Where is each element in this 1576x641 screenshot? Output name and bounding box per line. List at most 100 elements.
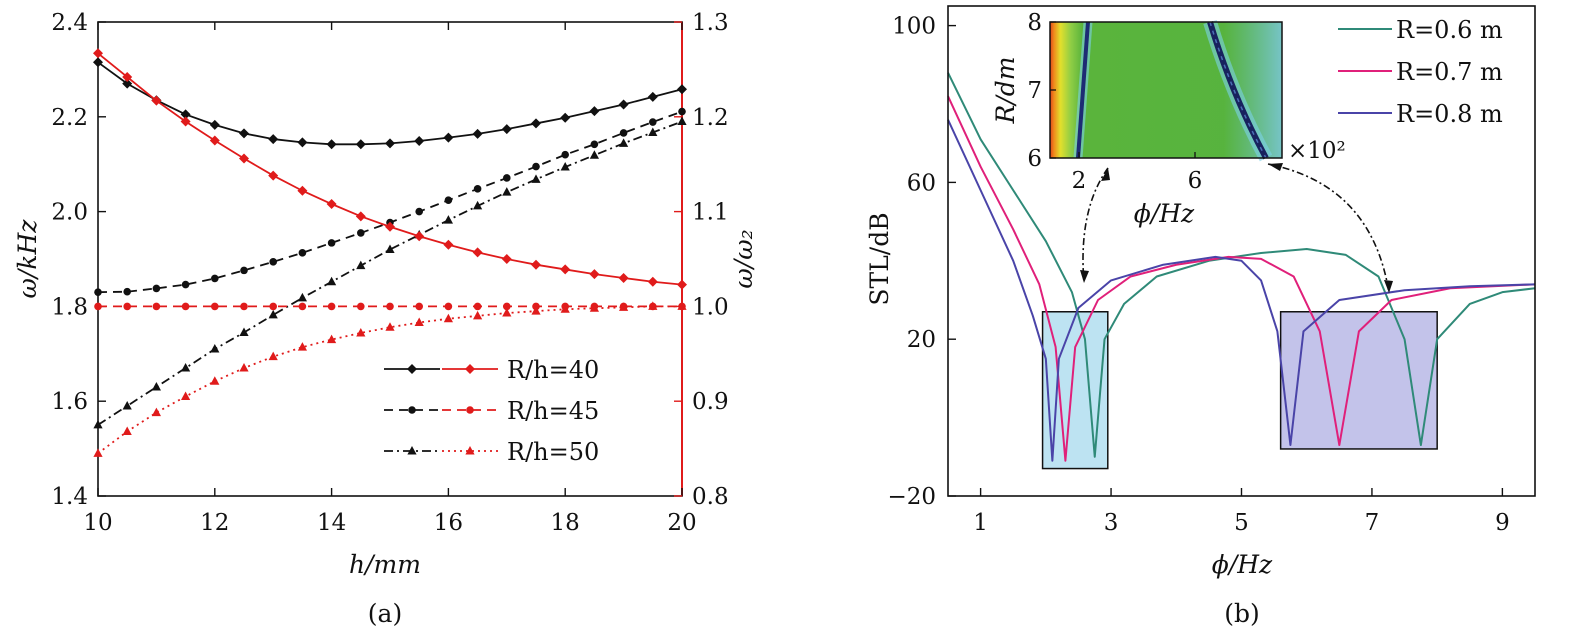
- data-point: [268, 351, 278, 361]
- panel-a-legend: R/h=40 R/h=45 R/h=50: [384, 356, 599, 466]
- y-tick-label: −20: [887, 484, 936, 510]
- panel-a-y-label: ω/kHz: [13, 219, 42, 299]
- data-point: [385, 244, 395, 254]
- data-point: [385, 138, 395, 149]
- inset-heatmap-band: [1076, 21, 1090, 159]
- data-point: [472, 247, 483, 258]
- inset-x-tick-label: 6: [1188, 168, 1203, 194]
- data-point: [531, 174, 541, 183]
- inset-x-tick-label: 2: [1072, 168, 1087, 194]
- series-line: [97, 61, 683, 146]
- data-point: [327, 302, 336, 311]
- series-3: [93, 116, 687, 429]
- x-tick-label: 16: [434, 510, 463, 536]
- panel-a-x-label: h/mm: [349, 550, 421, 579]
- arrowhead: [1080, 270, 1089, 283]
- y-tick-label: 20: [907, 327, 936, 353]
- data-point: [356, 260, 366, 270]
- data-point: [414, 317, 424, 327]
- data-point: [181, 280, 190, 289]
- data-point: [239, 153, 249, 164]
- legend-marker: [408, 406, 416, 414]
- inset-connector-arrows: [1080, 163, 1393, 294]
- data-point: [443, 215, 453, 224]
- data-point: [444, 302, 453, 311]
- connector-arrow-right: [1267, 163, 1390, 294]
- y-tick-label: 2.0: [51, 200, 88, 226]
- panel-a-caption: (a): [368, 599, 402, 628]
- data-point: [619, 302, 629, 311]
- series-5: [94, 302, 686, 311]
- data-point: [297, 137, 308, 148]
- data-point: [180, 109, 191, 120]
- x-tick-label: 1: [973, 510, 988, 536]
- data-point: [531, 306, 541, 315]
- data-point: [647, 276, 658, 287]
- right-y-tick-label: 1.0: [692, 294, 729, 320]
- data-point: [414, 135, 425, 146]
- data-point: [357, 302, 365, 311]
- data-point: [181, 363, 191, 372]
- legend-label: R=0.8 m: [1396, 100, 1503, 128]
- data-point: [677, 301, 687, 310]
- data-point: [122, 71, 133, 82]
- data-point: [298, 249, 307, 257]
- data-point: [589, 106, 600, 117]
- stl-curve-3: [947, 119, 1536, 462]
- data-point: [473, 310, 483, 320]
- data-point: [618, 99, 629, 110]
- legend-label: R/h=45: [507, 397, 599, 425]
- inset-heatmap-band-texture: [1209, 21, 1267, 159]
- legend-marker: [466, 406, 474, 414]
- series-1: [93, 57, 687, 150]
- data-point: [443, 313, 453, 323]
- data-point: [386, 302, 394, 311]
- data-point: [152, 284, 161, 293]
- x-tick-label: 7: [1365, 510, 1380, 536]
- data-point: [268, 309, 278, 319]
- y-tick-label: 2.2: [51, 105, 88, 131]
- data-point: [297, 342, 307, 351]
- series-line: [97, 120, 683, 426]
- data-point: [327, 334, 337, 344]
- x-tick-label: 18: [551, 510, 580, 536]
- data-point: [181, 302, 190, 311]
- inset-heatmap: 2 6 6 7 8 ϕ/Hz R/dm ×10²: [991, 10, 1346, 228]
- data-point: [678, 107, 686, 116]
- data-point: [211, 302, 219, 311]
- data-point: [443, 132, 454, 143]
- x-tick-label: 20: [667, 510, 696, 536]
- data-point: [560, 264, 571, 275]
- data-point: [385, 221, 395, 232]
- right-y-tick-label: 0.8: [692, 484, 729, 510]
- data-point: [94, 288, 102, 296]
- panel-b-legend: R=0.6 m R=0.7 m R=0.8 m: [1338, 16, 1503, 128]
- right-y-tick-label: 1.3: [692, 10, 729, 36]
- data-point: [532, 162, 540, 171]
- series-4: [93, 48, 687, 290]
- right-y-tick-label: 0.9: [692, 389, 729, 415]
- inset-y-tick-label: 6: [1027, 146, 1042, 172]
- data-point: [590, 140, 599, 149]
- y-tick-label: 1.4: [51, 484, 88, 510]
- data-point: [297, 185, 308, 196]
- data-point: [181, 391, 191, 400]
- connector-arrow-left: [1082, 167, 1109, 284]
- x-tick-label: 14: [317, 510, 346, 536]
- data-point: [122, 78, 133, 89]
- data-point: [649, 118, 657, 126]
- data-point: [94, 302, 102, 311]
- data-point: [151, 381, 161, 391]
- data-point: [122, 400, 132, 410]
- data-point: [268, 170, 279, 181]
- panel-a-right-y-label: ω/ω₂: [729, 229, 758, 288]
- data-point: [619, 129, 628, 137]
- y-tick-label: 100: [892, 14, 936, 40]
- panel-b-x-label: ϕ/Hz: [1212, 550, 1273, 579]
- data-point: [560, 162, 570, 171]
- data-point: [326, 139, 337, 150]
- panel-b-chart: 1 3 5 7 9 −20 20 60 100 R=0.6 m R=0.7 m R=0.8 m ϕ/…: [865, 5, 1536, 628]
- data-point: [239, 327, 249, 336]
- data-point: [297, 292, 307, 302]
